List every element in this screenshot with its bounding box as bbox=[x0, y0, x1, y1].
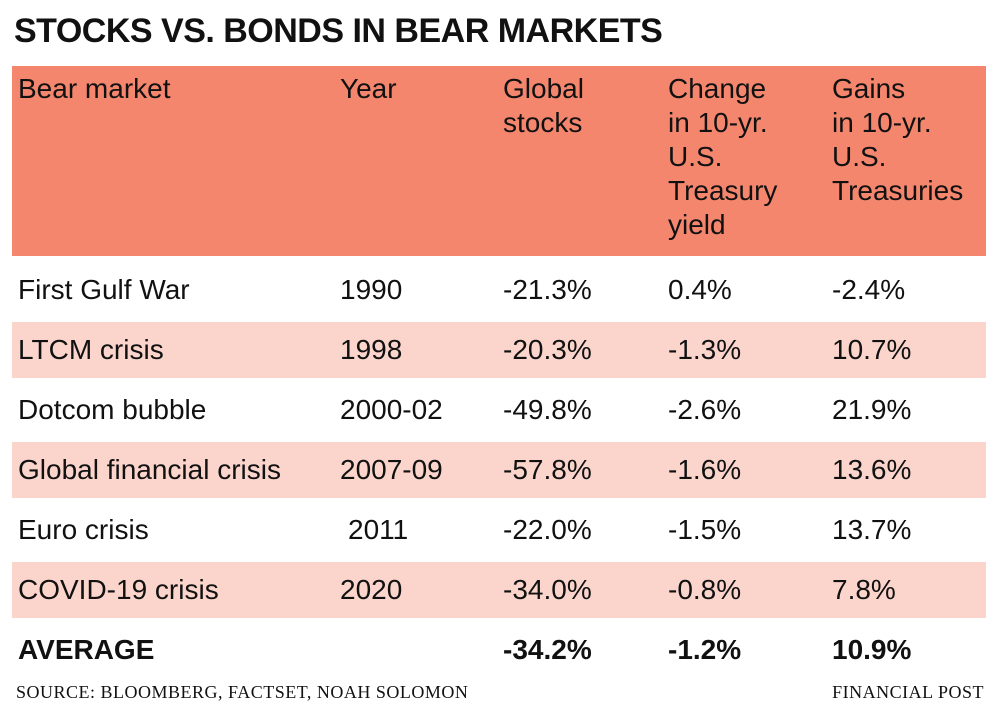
credit: FINANCIAL POST bbox=[832, 682, 984, 702]
average-value: -1.2% bbox=[668, 634, 742, 665]
row-background bbox=[12, 442, 986, 498]
column-header: Gains bbox=[832, 73, 906, 104]
title: STOCKS VS. BONDS IN BEAR MARKETS bbox=[14, 12, 663, 50]
cell: Dotcom bubble bbox=[18, 394, 207, 425]
average-value: 10.9% bbox=[832, 634, 912, 665]
column-header: U.S. bbox=[668, 141, 723, 172]
cell: -1.3% bbox=[668, 334, 742, 365]
cell: 2000-02 bbox=[340, 394, 443, 425]
cell: COVID-19 crisis bbox=[18, 574, 219, 605]
cell: 0.4% bbox=[668, 274, 732, 305]
cell: -21.3% bbox=[503, 274, 592, 305]
cell: First Gulf War bbox=[18, 274, 190, 305]
cell: -1.5% bbox=[668, 514, 742, 545]
column-header: stocks bbox=[503, 107, 583, 138]
cell: 2007-09 bbox=[340, 454, 443, 485]
cell: Euro crisis bbox=[18, 514, 149, 545]
column-header: in 10-yr. bbox=[832, 107, 932, 138]
column-header: Global bbox=[503, 73, 584, 104]
source: SOURCE: BLOOMBERG, FACTSET, NOAH SOLOMON bbox=[16, 682, 469, 702]
cell: -22.0% bbox=[503, 514, 592, 545]
cell: 1990 bbox=[340, 274, 403, 305]
cell: Global financial crisis bbox=[18, 454, 281, 485]
cell: 10.7% bbox=[832, 334, 912, 365]
column-header: Treasury bbox=[668, 175, 778, 206]
cell: 1998 bbox=[340, 334, 403, 365]
row-background bbox=[12, 562, 986, 618]
column-header: Year bbox=[340, 73, 397, 104]
cell: LTCM crisis bbox=[18, 334, 164, 365]
cell: -20.3% bbox=[503, 334, 592, 365]
cell: -34.0% bbox=[503, 574, 592, 605]
header-background bbox=[12, 66, 986, 256]
cell: -0.8% bbox=[668, 574, 742, 605]
cell: -1.6% bbox=[668, 454, 742, 485]
average-value: -34.2% bbox=[503, 634, 592, 665]
column-header: Treasuries bbox=[832, 175, 964, 206]
column-header: in 10-yr. bbox=[668, 107, 768, 138]
cell: 7.8% bbox=[832, 574, 896, 605]
cell: 21.9% bbox=[832, 394, 912, 425]
cell: 2020 bbox=[340, 574, 403, 605]
cell: -57.8% bbox=[503, 454, 592, 485]
cell: -2.4% bbox=[832, 274, 906, 305]
column-header: Bear market bbox=[18, 73, 171, 104]
average-label: AVERAGE bbox=[18, 634, 155, 665]
row-background bbox=[12, 322, 986, 378]
column-header: yield bbox=[668, 209, 726, 240]
column-header: Change bbox=[668, 73, 767, 104]
cell: -2.6% bbox=[668, 394, 742, 425]
column-header: U.S. bbox=[832, 141, 887, 172]
cell: 2011 bbox=[348, 514, 409, 545]
cell: 13.7% bbox=[832, 514, 912, 545]
cell: -49.8% bbox=[503, 394, 592, 425]
cell: 13.6% bbox=[832, 454, 912, 485]
